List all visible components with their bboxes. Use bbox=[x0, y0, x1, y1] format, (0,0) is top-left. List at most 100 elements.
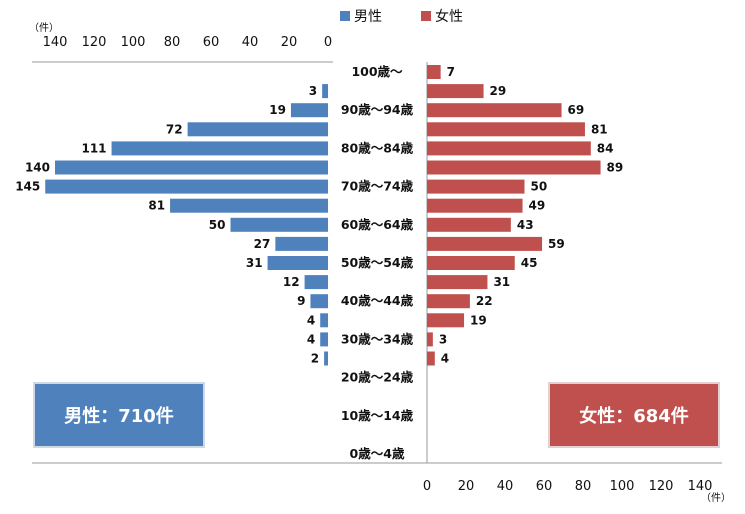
axes: 002020404060608080100100120120140140（件）（… bbox=[29, 22, 731, 504]
bottom-tick-label: 120 bbox=[649, 479, 674, 494]
bottom-tick-label: 80 bbox=[575, 479, 592, 494]
female-value-label: 7 bbox=[447, 65, 455, 79]
female-bar bbox=[427, 103, 562, 118]
age-group-label: 100歳～ bbox=[351, 64, 403, 79]
age-group-label: 30歳～34歳 bbox=[341, 331, 414, 346]
female-total-background bbox=[548, 382, 720, 448]
female-value-label: 84 bbox=[597, 141, 614, 155]
female-bar bbox=[427, 332, 433, 347]
female-bar bbox=[427, 198, 523, 213]
female-bar bbox=[427, 256, 515, 270]
bottom-tick-label: 20 bbox=[458, 479, 475, 494]
male-bar bbox=[324, 351, 328, 366]
bottom-tick-label: 40 bbox=[497, 479, 514, 494]
male-bar bbox=[275, 236, 328, 251]
female-total-box: 女性：684件 bbox=[548, 382, 720, 448]
male-value-label: 27 bbox=[254, 237, 271, 251]
male-value-label: 4 bbox=[307, 313, 315, 327]
male-bar bbox=[320, 332, 328, 347]
female-value-label: 50 bbox=[531, 180, 548, 194]
female-value-label: 3 bbox=[439, 332, 447, 346]
female-bar bbox=[427, 141, 591, 156]
male-bar bbox=[267, 256, 328, 270]
legend: 男性 女性 bbox=[340, 8, 463, 25]
age-group-label: 60歳～64歳 bbox=[341, 217, 414, 232]
top-tick-label: 100 bbox=[121, 35, 146, 50]
male-bar bbox=[310, 294, 328, 309]
male-value-label: 145 bbox=[15, 180, 40, 194]
female-bar bbox=[427, 236, 543, 251]
bottom-tick-label: 100 bbox=[610, 479, 635, 494]
male-bar bbox=[111, 141, 328, 156]
top-tick-label: 40 bbox=[242, 35, 259, 50]
top-unit-label: （件） bbox=[29, 22, 59, 34]
male-value-label: 12 bbox=[283, 275, 300, 289]
female-value-label: 29 bbox=[490, 84, 507, 98]
male-bar bbox=[290, 103, 328, 118]
bottom-unit-label: （件） bbox=[701, 492, 731, 504]
female-value-label: 89 bbox=[607, 161, 624, 175]
male-value-label: 19 bbox=[269, 103, 286, 117]
female-bar bbox=[427, 84, 484, 99]
male-bar bbox=[45, 179, 328, 194]
male-bar bbox=[170, 198, 328, 213]
age-group-label: 90歳～94歳 bbox=[341, 102, 414, 117]
male-value-label: 4 bbox=[307, 332, 315, 346]
bars bbox=[45, 65, 601, 366]
age-group-label: 40歳～44歳 bbox=[341, 293, 414, 308]
male-total-box: 男性：710件 bbox=[33, 382, 205, 448]
male-value-label: 50 bbox=[209, 218, 226, 232]
female-value-label: 81 bbox=[591, 122, 608, 136]
top-tick-label: 20 bbox=[281, 35, 298, 50]
age-group-label: 20歳～24歳 bbox=[341, 370, 414, 385]
female-bar bbox=[427, 294, 470, 309]
top-tick-label: 0 bbox=[324, 35, 332, 50]
female-bar bbox=[427, 65, 441, 79]
bottom-tick-label: 60 bbox=[536, 479, 553, 494]
male-value-label: 72 bbox=[166, 122, 183, 136]
male-value-label: 140 bbox=[25, 161, 50, 175]
female-value-label: 49 bbox=[529, 199, 546, 213]
male-bar bbox=[55, 160, 328, 175]
male-bar bbox=[304, 275, 328, 290]
bottom-tick-label: 140 bbox=[688, 479, 713, 494]
male-bar bbox=[230, 217, 328, 232]
age-group-label: 10歳～14歳 bbox=[341, 408, 414, 423]
male-value-label: 3 bbox=[309, 84, 317, 98]
male-value-label: 111 bbox=[81, 141, 106, 155]
female-bar bbox=[427, 313, 465, 328]
top-tick-label: 140 bbox=[43, 35, 68, 50]
female-value-label: 19 bbox=[470, 313, 487, 327]
female-bar bbox=[427, 160, 601, 175]
legend-swatch-male bbox=[340, 11, 350, 21]
legend-label-female: 女性 bbox=[435, 8, 463, 25]
female-bar bbox=[427, 351, 435, 366]
female-value-label: 22 bbox=[476, 294, 493, 308]
female-bar bbox=[427, 275, 488, 290]
female-total-text: 女性：684件 bbox=[579, 405, 689, 427]
male-total-background bbox=[33, 382, 205, 448]
male-value-label: 31 bbox=[246, 256, 263, 270]
top-tick-label: 120 bbox=[82, 35, 107, 50]
age-group-label: 0歳～4歳 bbox=[350, 446, 405, 461]
legend-swatch-female bbox=[421, 11, 431, 21]
female-bar bbox=[427, 179, 525, 194]
female-value-label: 4 bbox=[441, 352, 449, 366]
bottom-tick-label: 0 bbox=[423, 479, 431, 494]
female-value-label: 43 bbox=[517, 218, 534, 232]
male-bar bbox=[187, 122, 328, 137]
male-value-label: 9 bbox=[297, 294, 305, 308]
top-tick-label: 80 bbox=[164, 35, 181, 50]
male-value-label: 81 bbox=[148, 199, 165, 213]
age-group-label: 70歳～74歳 bbox=[341, 179, 414, 194]
female-value-label: 31 bbox=[493, 275, 510, 289]
female-bar bbox=[427, 122, 585, 137]
male-bar bbox=[320, 313, 328, 328]
age-group-label: 50歳～54歳 bbox=[341, 255, 414, 270]
male-value-label: 2 bbox=[311, 352, 319, 366]
female-value-label: 69 bbox=[568, 103, 585, 117]
legend-label-male: 男性 bbox=[354, 9, 382, 25]
top-tick-label: 60 bbox=[203, 35, 220, 50]
